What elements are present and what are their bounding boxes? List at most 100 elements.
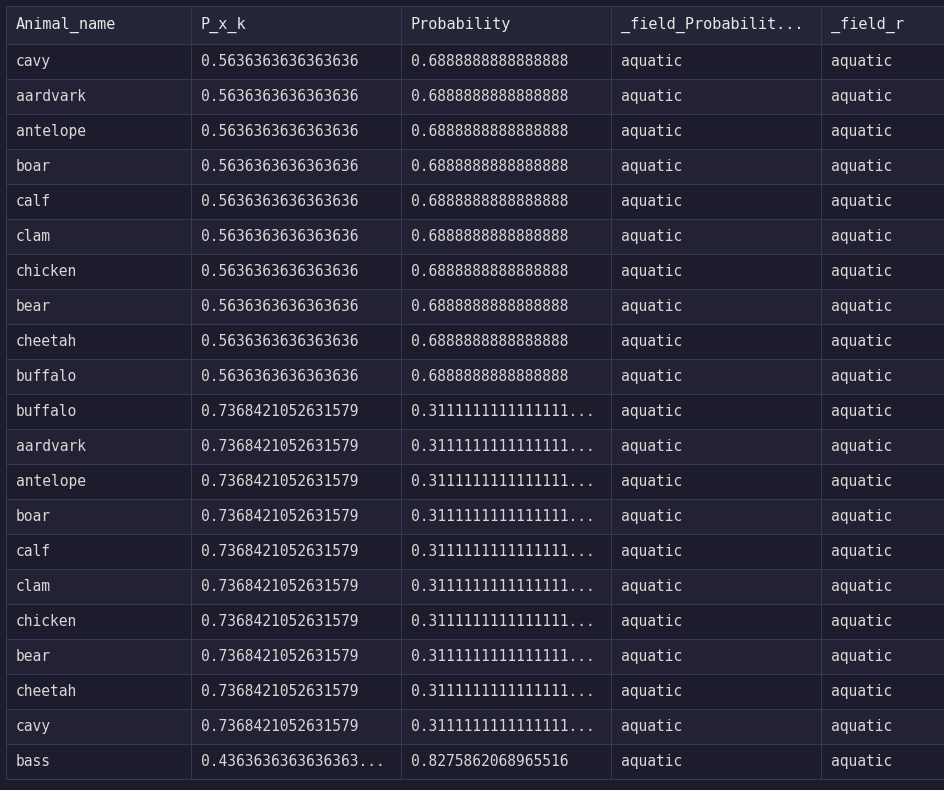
- Text: 0.3111111111111111...: 0.3111111111111111...: [411, 474, 594, 489]
- Text: aquatic: aquatic: [830, 369, 891, 384]
- Text: _field_r: _field_r: [830, 17, 903, 33]
- Text: 0.5636363636363636: 0.5636363636363636: [201, 334, 358, 349]
- Text: aquatic: aquatic: [830, 159, 891, 174]
- Text: aquatic: aquatic: [620, 264, 682, 279]
- Text: 0.7368421052631579: 0.7368421052631579: [201, 439, 358, 454]
- Text: cheetah: cheetah: [16, 334, 77, 349]
- Text: antelope: antelope: [16, 124, 86, 139]
- Text: aquatic: aquatic: [620, 229, 682, 244]
- Bar: [6, 44, 944, 79]
- Bar: [6, 674, 944, 709]
- Text: aquatic: aquatic: [830, 719, 891, 734]
- Text: aquatic: aquatic: [620, 684, 682, 699]
- Text: 0.8275862068965516: 0.8275862068965516: [411, 754, 568, 769]
- Text: boar: boar: [16, 159, 51, 174]
- Text: clam: clam: [16, 579, 51, 594]
- Text: 0.6888888888888888: 0.6888888888888888: [411, 369, 568, 384]
- Text: 0.5636363636363636: 0.5636363636363636: [201, 54, 358, 69]
- Text: aquatic: aquatic: [620, 439, 682, 454]
- Text: 0.3111111111111111...: 0.3111111111111111...: [411, 544, 594, 559]
- Text: 0.5636363636363636: 0.5636363636363636: [201, 159, 358, 174]
- Text: aquatic: aquatic: [620, 474, 682, 489]
- Bar: [6, 394, 944, 429]
- Text: cheetah: cheetah: [16, 684, 77, 699]
- Text: 0.5636363636363636: 0.5636363636363636: [201, 89, 358, 104]
- Text: aquatic: aquatic: [620, 404, 682, 419]
- Text: aquatic: aquatic: [620, 159, 682, 174]
- Text: 0.3111111111111111...: 0.3111111111111111...: [411, 509, 594, 524]
- Bar: [6, 79, 944, 114]
- Bar: [6, 149, 944, 184]
- Text: 0.6888888888888888: 0.6888888888888888: [411, 124, 568, 139]
- Bar: [6, 359, 944, 394]
- Text: aquatic: aquatic: [830, 579, 891, 594]
- Bar: [6, 289, 944, 324]
- Bar: [6, 6, 944, 44]
- Text: aquatic: aquatic: [620, 299, 682, 314]
- Text: 0.5636363636363636: 0.5636363636363636: [201, 299, 358, 314]
- Text: aquatic: aquatic: [620, 334, 682, 349]
- Text: aquatic: aquatic: [830, 509, 891, 524]
- Text: aquatic: aquatic: [830, 614, 891, 629]
- Text: aquatic: aquatic: [620, 614, 682, 629]
- Text: aquatic: aquatic: [620, 719, 682, 734]
- Text: aquatic: aquatic: [620, 369, 682, 384]
- Text: buffalo: buffalo: [16, 369, 77, 384]
- Text: aardvark: aardvark: [16, 89, 86, 104]
- Text: aquatic: aquatic: [620, 754, 682, 769]
- Text: 0.3111111111111111...: 0.3111111111111111...: [411, 439, 594, 454]
- Text: 0.6888888888888888: 0.6888888888888888: [411, 264, 568, 279]
- Bar: [6, 219, 944, 254]
- Bar: [6, 604, 944, 639]
- Text: 0.5636363636363636: 0.5636363636363636: [201, 194, 358, 209]
- Text: aquatic: aquatic: [830, 404, 891, 419]
- Text: 0.3111111111111111...: 0.3111111111111111...: [411, 649, 594, 664]
- Text: aquatic: aquatic: [830, 334, 891, 349]
- Text: aquatic: aquatic: [830, 299, 891, 314]
- Text: buffalo: buffalo: [16, 404, 77, 419]
- Text: aquatic: aquatic: [620, 194, 682, 209]
- Text: 0.5636363636363636: 0.5636363636363636: [201, 264, 358, 279]
- Text: 0.5636363636363636: 0.5636363636363636: [201, 369, 358, 384]
- Text: 0.7368421052631579: 0.7368421052631579: [201, 509, 358, 524]
- Text: aquatic: aquatic: [830, 684, 891, 699]
- Text: _field_Probabilit...: _field_Probabilit...: [620, 17, 802, 33]
- Text: 0.6888888888888888: 0.6888888888888888: [411, 299, 568, 314]
- Text: aquatic: aquatic: [620, 649, 682, 664]
- Bar: [6, 429, 944, 464]
- Bar: [6, 114, 944, 149]
- Text: calf: calf: [16, 544, 51, 559]
- Text: aquatic: aquatic: [830, 439, 891, 454]
- Text: 0.6888888888888888: 0.6888888888888888: [411, 54, 568, 69]
- Text: bass: bass: [16, 754, 51, 769]
- Text: 0.6888888888888888: 0.6888888888888888: [411, 194, 568, 209]
- Text: cavy: cavy: [16, 54, 51, 69]
- Text: clam: clam: [16, 229, 51, 244]
- Text: aquatic: aquatic: [620, 544, 682, 559]
- Text: bear: bear: [16, 649, 51, 664]
- Text: 0.3111111111111111...: 0.3111111111111111...: [411, 614, 594, 629]
- Text: boar: boar: [16, 509, 51, 524]
- Bar: [6, 254, 944, 289]
- Text: 0.7368421052631579: 0.7368421052631579: [201, 684, 358, 699]
- Text: aquatic: aquatic: [830, 264, 891, 279]
- Text: chicken: chicken: [16, 614, 77, 629]
- Text: 0.6888888888888888: 0.6888888888888888: [411, 334, 568, 349]
- Text: aquatic: aquatic: [620, 124, 682, 139]
- Text: aquatic: aquatic: [830, 89, 891, 104]
- Text: aquatic: aquatic: [620, 579, 682, 594]
- Text: aquatic: aquatic: [830, 124, 891, 139]
- Text: 0.3111111111111111...: 0.3111111111111111...: [411, 404, 594, 419]
- Bar: [6, 464, 944, 499]
- Text: aardvark: aardvark: [16, 439, 86, 454]
- Bar: [6, 709, 944, 744]
- Text: aquatic: aquatic: [830, 194, 891, 209]
- Text: 0.7368421052631579: 0.7368421052631579: [201, 649, 358, 664]
- Text: 0.3111111111111111...: 0.3111111111111111...: [411, 684, 594, 699]
- Text: aquatic: aquatic: [620, 89, 682, 104]
- Text: Animal_name: Animal_name: [16, 17, 116, 33]
- Text: 0.3111111111111111...: 0.3111111111111111...: [411, 579, 594, 594]
- Text: 0.7368421052631579: 0.7368421052631579: [201, 544, 358, 559]
- Text: 0.7368421052631579: 0.7368421052631579: [201, 719, 358, 734]
- Text: 0.7368421052631579: 0.7368421052631579: [201, 404, 358, 419]
